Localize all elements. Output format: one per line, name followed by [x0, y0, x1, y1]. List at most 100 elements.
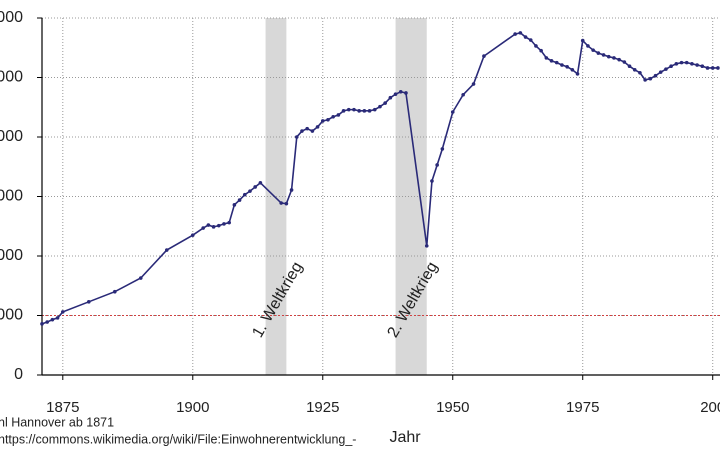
- data-point: [237, 198, 242, 202]
- data-point: [716, 66, 720, 70]
- data-point: [554, 60, 559, 65]
- data-point: [315, 125, 320, 129]
- data-point: [305, 126, 309, 131]
- data-point: [45, 320, 49, 324]
- data-point: [440, 147, 445, 151]
- data-point: [648, 76, 653, 81]
- data-point: [435, 163, 439, 167]
- data-point: [580, 38, 585, 43]
- y-tick-label: 000: [0, 307, 23, 324]
- x-tick-label: 200: [700, 399, 720, 416]
- data-point: [528, 38, 533, 42]
- data-point: [606, 54, 611, 59]
- data-point: [518, 31, 523, 35]
- data-point: [222, 222, 226, 226]
- data-point: [393, 92, 398, 96]
- data-point: [404, 91, 408, 95]
- data-point: [383, 101, 387, 105]
- plot-layer: [42, 17, 720, 376]
- data-point: [424, 244, 429, 248]
- data-point: [346, 107, 351, 112]
- data-point: [40, 322, 44, 326]
- y-tick-label: 000: [0, 247, 23, 264]
- data-point: [398, 89, 403, 94]
- data-point: [627, 64, 632, 68]
- data-point: [211, 225, 216, 229]
- data-point: [523, 35, 528, 39]
- data-point: [372, 107, 377, 112]
- data-point: [388, 95, 393, 100]
- y-tick-label: 000: [0, 128, 23, 145]
- data-point: [367, 109, 372, 113]
- x-tick-label: 1975: [566, 399, 599, 416]
- x-axis-label: Jahr: [389, 429, 421, 446]
- data-point: [591, 48, 595, 52]
- data-point: [539, 48, 543, 53]
- data-point: [560, 63, 564, 67]
- data-point: [684, 60, 689, 65]
- data-point: [471, 82, 476, 86]
- x-tick-label: 1925: [306, 399, 339, 416]
- data-point: [362, 109, 367, 113]
- data-point: [60, 310, 65, 314]
- data-point: [378, 104, 382, 109]
- data-line: [41, 32, 718, 325]
- data-point: [565, 64, 569, 69]
- data-point: [669, 64, 673, 68]
- data-point: [227, 220, 231, 225]
- data-point: [279, 201, 283, 205]
- data-point: [643, 78, 647, 82]
- data-point: [674, 62, 679, 66]
- data-point: [653, 73, 658, 78]
- data-point: [341, 109, 346, 113]
- data-point: [617, 57, 621, 62]
- data-point: [664, 67, 668, 71]
- data-point: [544, 56, 549, 60]
- data-point: [658, 70, 663, 74]
- data-point: [164, 248, 169, 252]
- data-point: [622, 60, 627, 64]
- data-point: [326, 117, 330, 122]
- data-point: [320, 119, 325, 123]
- data-point: [450, 110, 455, 114]
- data-point: [534, 44, 538, 48]
- data-point: [690, 62, 694, 66]
- data-point: [232, 203, 237, 207]
- data-point: [513, 32, 517, 36]
- data-point: [253, 185, 257, 189]
- data-point: [461, 92, 465, 97]
- data-point: [352, 107, 356, 112]
- y-tick-label: 000: [0, 9, 23, 26]
- data-point: [190, 233, 195, 237]
- data-point: [575, 72, 580, 76]
- data-point: [138, 276, 143, 280]
- data-point: [710, 66, 715, 70]
- x-tick-label: 1875: [46, 399, 79, 416]
- data-point: [700, 64, 705, 68]
- x-tick-label: 1950: [436, 399, 469, 416]
- data-point: [586, 44, 590, 48]
- data-point: [294, 135, 299, 139]
- data-point: [112, 289, 117, 294]
- data-point: [50, 317, 55, 322]
- data-point: [601, 53, 606, 57]
- data-point: [705, 66, 710, 70]
- data-point: [258, 181, 263, 185]
- data-point: [289, 188, 294, 192]
- data-point: [336, 113, 341, 117]
- y-tick-label: 000: [0, 69, 23, 86]
- data-point: [201, 226, 205, 230]
- data-point: [284, 201, 289, 206]
- data-point: [482, 54, 486, 58]
- y-tick-label: 0: [14, 366, 23, 383]
- data-point: [331, 114, 335, 119]
- data-point: [596, 51, 601, 55]
- data-point: [638, 70, 642, 75]
- data-point: [55, 316, 60, 320]
- caption: https://commons.wikimedia.org/wiki/File:…: [0, 432, 356, 446]
- data-point: [357, 109, 361, 113]
- y-tick-label: 000: [0, 188, 23, 205]
- x-tick-label: 1900: [176, 399, 209, 416]
- data-point: [216, 223, 221, 228]
